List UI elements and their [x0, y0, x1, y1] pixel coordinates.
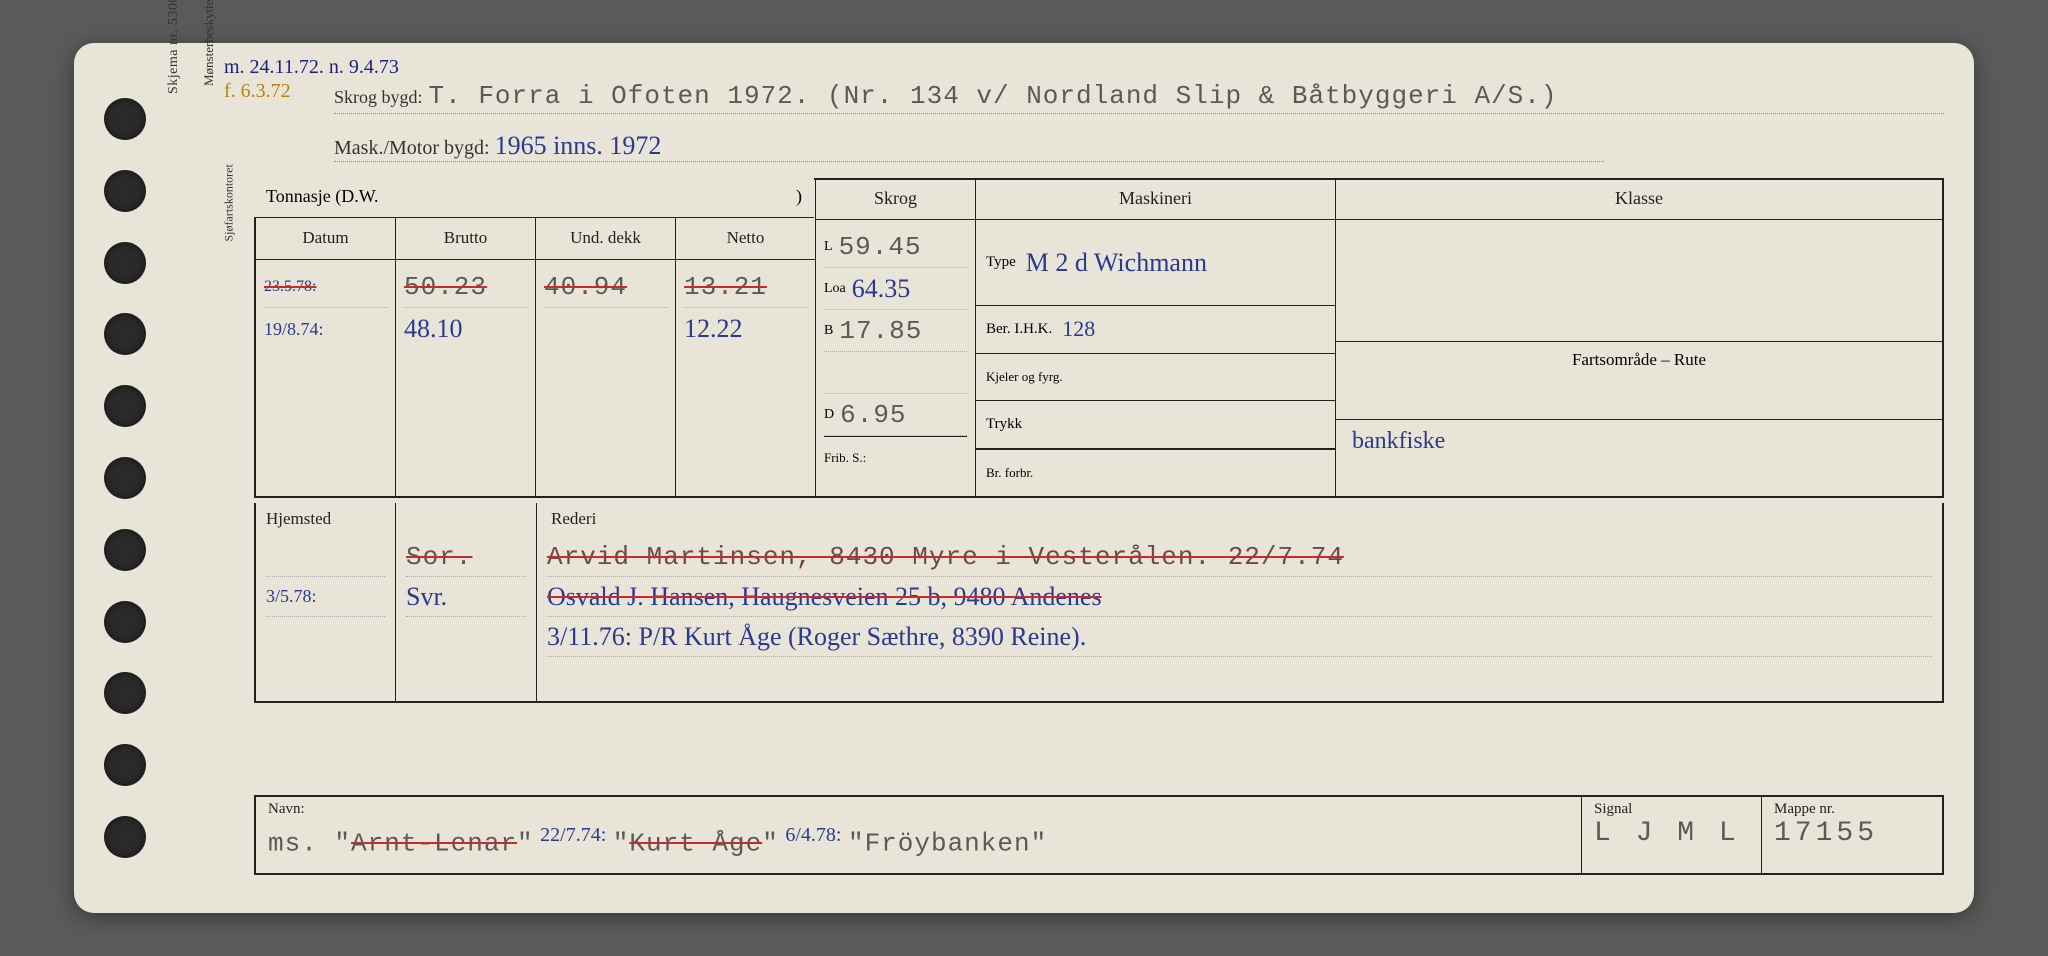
hjemsted-label: Hjemsted: [266, 509, 385, 529]
signal-label: Signal: [1594, 801, 1749, 818]
index-card: Skjema nr. 53007 - A VISAG KONTORSYSTEME…: [74, 43, 1974, 913]
punch-holes: [104, 43, 164, 913]
skrog-val-0: 59.45: [839, 232, 922, 262]
th-brutto: Brutto: [396, 220, 535, 260]
brutto-1: 48.10: [404, 314, 463, 344]
col-brutto: Brutto 50.23 48.10: [396, 180, 536, 496]
tonnasje-label: Tonnasje (D.W.: [266, 186, 379, 209]
footer-mappe: Mappe nr. 17155: [1762, 797, 1942, 873]
hjem-code-0: Sor.: [406, 542, 472, 572]
footer-navn: Navn: ms. "Arnt-Lenar" 22/7.74: "Kurt Åg…: [256, 797, 1582, 873]
footer-section: Navn: ms. "Arnt-Lenar" 22/7.74: "Kurt Åg…: [254, 795, 1944, 875]
date1: 22/7.74:: [540, 824, 606, 846]
col-und: Und. dekk 40.94: [536, 180, 676, 496]
hjem-code-1: Svr.: [406, 582, 447, 612]
motor-bygd-label: Mask./Motor bygd:: [334, 137, 490, 159]
card-content: m. 24.11.72. n. 9.4.73 f. 6.3.72 Skrog b…: [254, 63, 1944, 893]
hjem-text-2: 3/11.76: P/R Kurt Åge (Roger Sæthre, 839…: [547, 622, 1086, 652]
header-note-line1: m. 24.11.72. n. 9.4.73: [224, 55, 399, 79]
main-grid: Datum 23.5.78: 19/8.74: Brutto 50.23 48.…: [254, 178, 1944, 498]
skrog-bygd-value: T. Forra i Ofoten 1972. (Nr. 134 v/ Nord…: [429, 81, 1558, 111]
mappe-value: 17155: [1774, 818, 1930, 849]
brutto-0: 50.23: [404, 272, 487, 302]
hjem-date-1: 3/5.78:: [266, 586, 317, 607]
th-klasse: Klasse: [1336, 180, 1942, 220]
fart-label: Fartsområde – Rute: [1572, 350, 1706, 369]
motor-bygd-value: 1965 inns. 1972: [495, 131, 662, 160]
form-number: Skjema nr. 53007 - A VISAG KONTORSYSTEME…: [166, 0, 181, 94]
datum-0: 23.5.78:: [264, 278, 316, 296]
skrog-pref-0: L: [824, 239, 833, 255]
mappe-label: Mappe nr.: [1774, 801, 1930, 818]
type-value: M 2 d Wichmann: [1026, 248, 1207, 278]
col-skrog: Skrog L 59.45 Loa 64.35 B 17.85 D 6.95 Frib.…: [816, 180, 976, 496]
motor-bygd-line: Mask./Motor bygd: 1965 inns. 1972: [334, 131, 1604, 162]
skrog-val-2: 17.85: [839, 316, 922, 346]
hjemsted-col2: Sor. Svr.: [396, 503, 536, 701]
date2: 6/4.78:: [785, 824, 841, 846]
ihk-label: Ber. I.H.K.: [986, 321, 1052, 338]
name2: Kurt Åge: [629, 829, 762, 859]
tonnasje-close: ): [796, 186, 802, 209]
ihk-value: 128: [1062, 316, 1095, 342]
hjemsted-section: Hjemsted 3/5.78: Sor. Svr. Rederi Arvid …: [254, 503, 1944, 703]
trykk-label: Trykk: [986, 416, 1022, 433]
navn-prefix: ms. ": [268, 829, 351, 859]
frib-label: Frib. S.:: [824, 450, 866, 466]
hjem-text-0: Arvid Martinsen, 8430 Myre i Vesterålen.…: [547, 542, 1344, 572]
hjem-text-1: Osvald J. Hansen, Haugnesveien 25 b, 948…: [547, 582, 1102, 612]
und-0: 40.94: [544, 272, 627, 302]
name3: Fröybanken: [865, 829, 1031, 859]
skrog-bygd-line: Skrog bygd: T. Forra i Ofoten 1972. (Nr.…: [334, 81, 1944, 114]
side-text-brand: Skjema nr. 53007 - A VISAG KONTORSYSTEME…: [153, 0, 185, 94]
th-und: Und. dekk: [536, 220, 675, 260]
th-netto: Netto: [676, 220, 815, 260]
signal-value: L J M L: [1594, 818, 1749, 849]
tonnasje-header: Tonnasje (D.W. ): [254, 178, 814, 218]
rederi-label: Rederi: [547, 509, 1932, 529]
navn-label: Navn:: [268, 801, 1569, 818]
th-maskineri: Maskineri: [976, 180, 1335, 220]
br-label: Br. forbr.: [986, 465, 1033, 481]
skrog-pref-4: D: [824, 407, 834, 423]
type-label: Type: [986, 254, 1016, 271]
col-maskineri: Maskineri Type M 2 d Wichmann Ber. I.H.K…: [976, 180, 1336, 496]
col-netto: Netto 13.21 12.22: [676, 180, 816, 496]
side-text-corner: Sjøfartskontoret: [222, 165, 237, 242]
netto-1: 12.22: [684, 314, 743, 344]
skrog-val-4: 6.95: [840, 400, 906, 430]
th-skrog: Skrog: [816, 180, 975, 220]
kjeler-label: Kjeler og fyrg.: [986, 369, 1063, 385]
col-klasse: Klasse Fartsområde – Rute bankfiske: [1336, 180, 1942, 496]
skrog-val-1: 64.35: [852, 274, 911, 304]
netto-0: 13.21: [684, 272, 767, 302]
fart-value: bankfiske: [1352, 428, 1445, 454]
skrog-pref-1: Loa: [824, 281, 846, 297]
name1: Arnt-Lenar: [351, 829, 517, 859]
hjemsted-col1: Hjemsted 3/5.78:: [256, 503, 396, 701]
col-datum: Datum 23.5.78: 19/8.74:: [256, 180, 396, 496]
hjemsted-col3: Rederi Arvid Martinsen, 8430 Myre i Vest…: [536, 503, 1942, 701]
datum-1: 19/8.74:: [264, 319, 324, 340]
skrog-pref-2: B: [824, 323, 833, 339]
skrog-bygd-label: Skrog bygd:: [334, 87, 423, 107]
th-datum: Datum: [256, 220, 395, 260]
footer-signal: Signal L J M L: [1582, 797, 1762, 873]
side-text-address: Mønsterbeskyttet Trondhjemsveien 72 - Os…: [201, 0, 217, 86]
